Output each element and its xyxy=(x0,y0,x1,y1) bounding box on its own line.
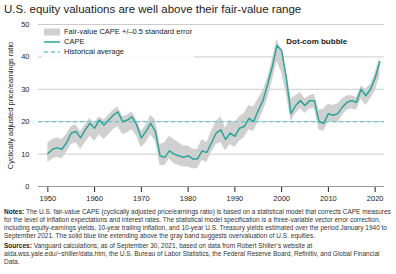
svg-text:2020: 2020 xyxy=(367,194,384,203)
svg-text:40: 40 xyxy=(21,52,29,61)
html-text:Historical average: Historical average xyxy=(64,47,124,56)
html-text:Fair-value CAPE +/–0.5 standar: Fair-value CAPE +/–0.5 standard error xyxy=(64,27,193,36)
svg-text:2000: 2000 xyxy=(273,194,290,203)
svg-text:Dot-com bubble: Dot-com bubble xyxy=(286,37,347,46)
svg-text:1980: 1980 xyxy=(180,194,197,203)
html-text:Notes: The U.S. fair-value CAP: Notes: The U.S. fair-value CAPE (cyclica… xyxy=(4,208,391,239)
svg-text:2010: 2010 xyxy=(320,194,337,203)
svg-text:10: 10 xyxy=(21,150,29,159)
svg-text:1960: 1960 xyxy=(86,194,103,203)
svg-text:50: 50 xyxy=(21,20,29,29)
svg-text:20: 20 xyxy=(21,117,29,126)
html-text:Sources: Vanguard calculations: Sources: Vanguard calculations, as of Se… xyxy=(4,242,380,265)
svg-text:1990: 1990 xyxy=(227,194,244,203)
html-text:U.S. equity valuations are wel: U.S. equity valuations are well above th… xyxy=(4,3,302,15)
html-text:CAPE: CAPE xyxy=(64,37,85,46)
svg-text:Cyclically adjusted price/earn: Cyclically adjusted price/earnings ratio xyxy=(6,42,15,170)
svg-text:0: 0 xyxy=(25,182,29,191)
svg-text:1970: 1970 xyxy=(133,194,150,203)
svg-text:1950: 1950 xyxy=(40,194,57,203)
svg-text:30: 30 xyxy=(21,85,29,94)
